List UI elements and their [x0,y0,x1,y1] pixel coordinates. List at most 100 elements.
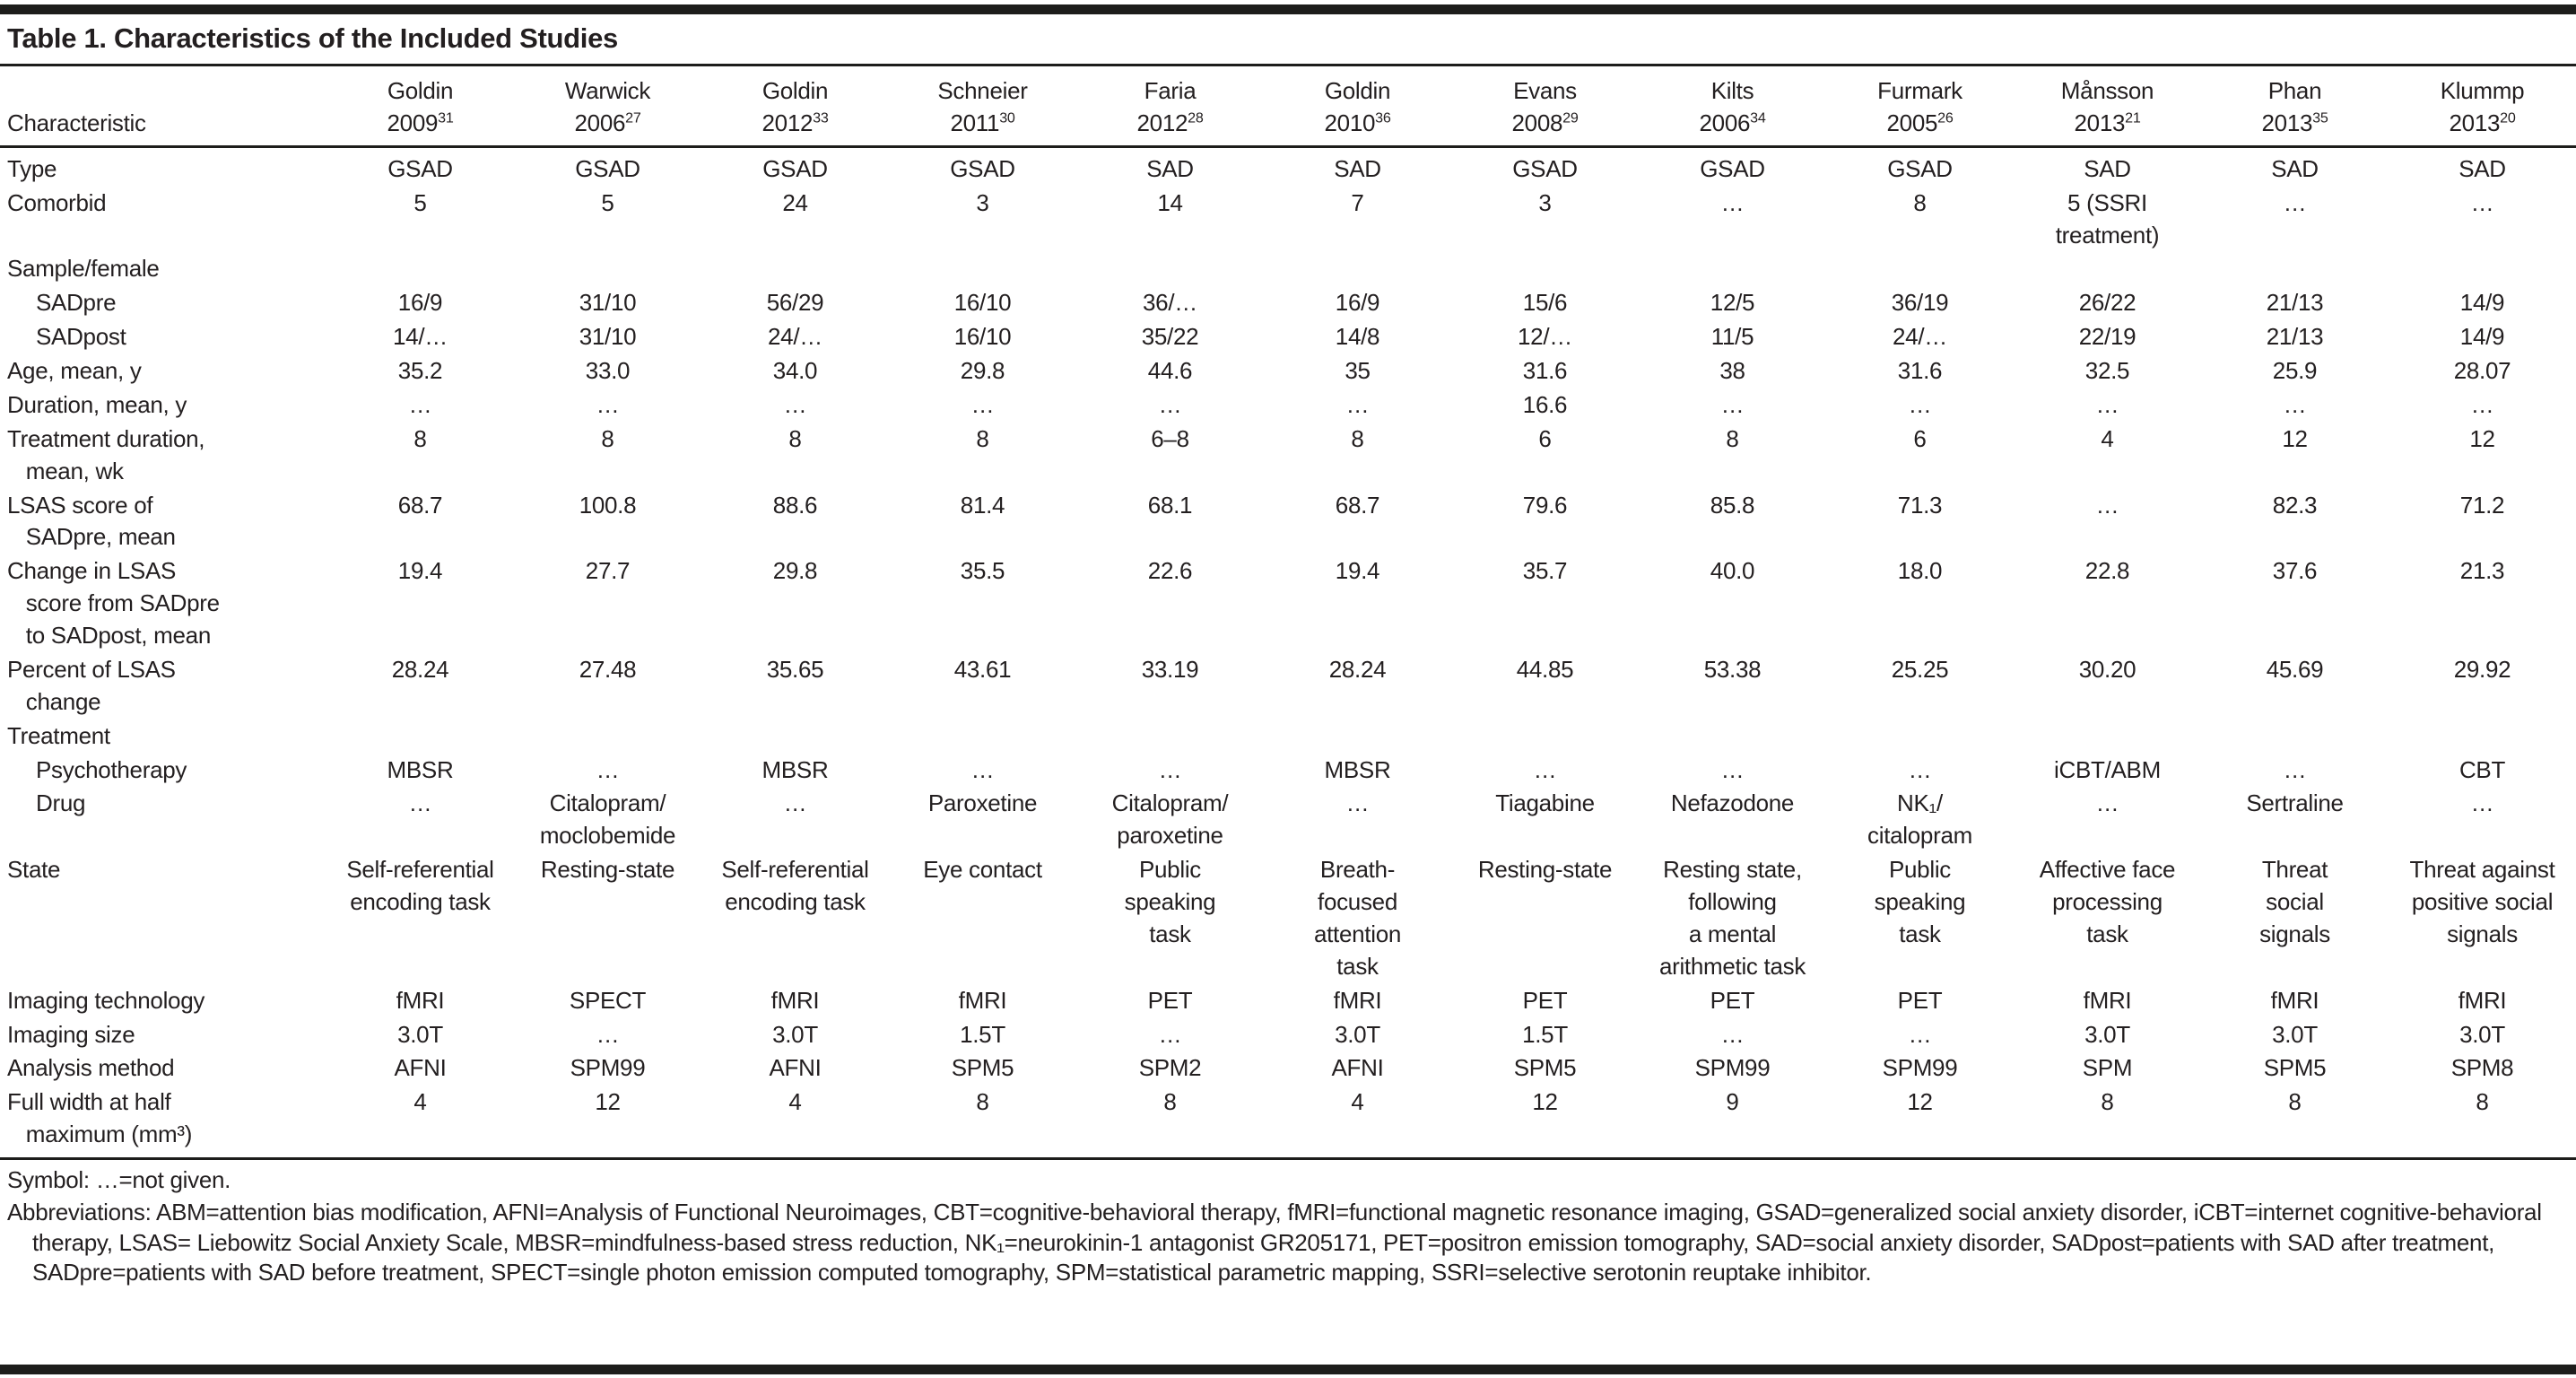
table-cell: MBSR [387,755,454,783]
table-cell: 56/29 [766,289,824,317]
column-header-månsson-2013: Månsson 201321 [2014,66,2201,148]
table-cell: 22.6 [1147,557,1193,585]
row-label: Imaging size [7,1020,135,1048]
study-name: Faria [1144,77,1197,104]
column-header-goldin-2009: Goldin 200931 [326,66,514,148]
table-cell: SPM [2082,1054,2133,1082]
table-cell: GSAD [762,154,828,182]
table-cell: 1.5T [1522,1020,1568,1048]
study-name: Klummp [2440,77,2525,104]
table-cell: fMRI [958,986,1007,1014]
table-cell: SPM99 [1694,1054,1771,1082]
reference-superscript: 33 [813,109,829,126]
study-year: 201036 [1324,109,1391,136]
table-row: Age, mean, y 35.2 33.0 34.0 29.8 44.6 35 31.6 38… [0,354,2576,388]
table-row: Percent of LSAS change 28.24 27.48 35.65 43.… [0,653,2576,720]
table-cell: Citalopram/ moclobemide [539,789,676,850]
table-cell: 12/… [1518,323,1572,351]
row-label: Treatment [7,721,110,749]
table-cell: 4 [788,1088,802,1116]
table-cell: … [2283,755,2307,783]
table-cell: CBT [2459,755,2506,783]
table-cell: Threat against positive social signals [2409,856,2555,947]
table-cell: 8 [2288,1088,2302,1116]
table-cell: PET [1147,986,1193,1014]
reference-superscript: 34 [1750,109,1766,126]
column-header-goldin-2010: Goldin 201036 [1264,66,1451,148]
table-cell: GSAD [1700,154,1765,182]
table-cell: … [1158,1020,1182,1048]
study-name: Kilts [1710,77,1754,104]
table-cell: 68.7 [397,491,443,519]
table-cell: … [1345,789,1370,817]
table-cell: Eye contact [923,856,1042,884]
study-year: 200931 [387,109,454,136]
table-cell: 82.3 [2272,491,2318,519]
table-cell: 27.48 [579,655,637,683]
table-cell: Tiagabine [1495,789,1595,817]
table-cell [1264,720,1451,754]
table-cell [2014,720,2201,754]
table-cell: … [1908,1020,1932,1048]
table-cell: 30.20 [2078,655,2137,683]
column-header-furmark-2005: Furmark 200526 [1826,66,2014,148]
table-cell [1639,252,1826,286]
table-cell [2014,252,2201,286]
table-cell [2201,720,2389,754]
table-cell [1826,252,2014,286]
table-cell: … [1720,755,1745,783]
table-row: Psychotherapy MBSR … MBSR … … MBSR … … … iCBT/ABM …… [0,754,2576,788]
table-cell: 28.24 [391,655,449,683]
table-cell: 5 [601,188,614,216]
table-cell: 8 [2101,1088,2114,1116]
row-label: Imaging technology [7,986,205,1014]
reference-superscript: 36 [1375,109,1391,126]
table-cell: 3.0T [1335,1020,1380,1048]
table-cell: 44.6 [1147,357,1193,384]
table-footnotes: Symbol: …=not given. Abbreviations: ABM=… [0,1157,2576,1292]
table-cell: … [1158,390,1182,418]
table-cell: … [2095,789,2119,817]
table-cell: Resting-state [1477,856,1613,884]
table-cell: 71.3 [1897,491,1943,519]
column-header-klummp-2013: Klummp 201320 [2389,66,2576,148]
row-label: Treatment duration, mean, wk [7,424,205,484]
column-header-phan-2013: Phan 201335 [2201,66,2389,148]
table-cell: 8 [1913,188,1927,216]
study-year: 201320 [2449,109,2516,136]
table-cell: 12 [595,1088,621,1116]
table-cell: … [783,390,807,418]
row-label: Change in LSAS score from SADpre to SADp… [7,557,220,649]
table-cell [701,252,889,286]
table-cell: 35/22 [1141,323,1199,351]
table-cell: Self-referential encoding task [721,856,869,915]
table-cell: 12 [1907,1088,1933,1116]
table-cell: 11/5 [1710,323,1754,351]
table-cell: 19.4 [397,557,443,585]
table-cell: 22/19 [2078,323,2137,351]
column-header-schneier-2011: Schneier 201130 [889,66,1076,148]
table-cell: GSAD [575,154,640,182]
table-cell: SAD [2271,154,2319,182]
table-cell: fMRI [770,986,820,1014]
table-cell: 31/10 [579,323,637,351]
table-cell: 33.0 [585,357,631,384]
table-cell: 4 [413,1088,427,1116]
table-cell: … [408,789,432,817]
table-cell [1826,720,2014,754]
column-header-faria-2012: Faria 201228 [1076,66,1264,148]
row-label: Type [7,154,57,182]
table-cell: 19.4 [1335,557,1380,585]
reference-superscript: 20 [2500,109,2516,126]
table-cell: … [1720,1020,1745,1048]
table-cell: AFNI [769,1054,822,1082]
table-cell: Resting state, following a mental arithm… [1658,856,1806,980]
row-label: Full width at half maximum (mm³) [7,1088,193,1148]
table-cell: 88.6 [772,491,818,519]
table-cell [514,252,701,286]
table-cell: 24 [782,188,808,216]
table-cell: SAD [1146,154,1194,182]
table-cell: 3.0T [397,1020,443,1048]
table-row: Sample/female [0,252,2576,286]
study-name: Evans [1513,77,1577,104]
